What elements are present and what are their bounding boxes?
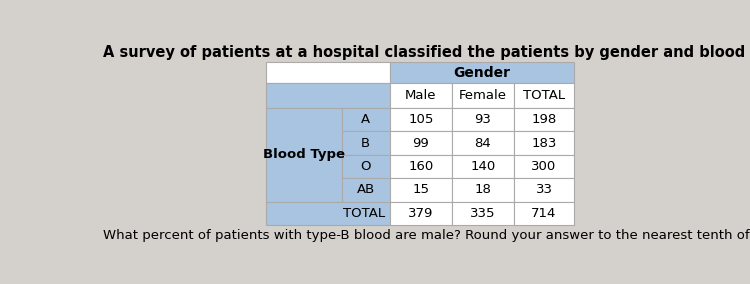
Bar [514,178,574,202]
Bar [452,178,514,202]
Text: 140: 140 [470,160,496,173]
Text: Gender: Gender [454,66,511,80]
Text: A survey of patients at a hospital classified the patients by gender and blood t: A survey of patients at a hospital class… [103,45,750,60]
Text: Blood Type: Blood Type [262,148,345,161]
Bar [452,155,514,178]
Text: 99: 99 [413,137,429,150]
Text: 15: 15 [413,183,429,197]
Bar [266,62,390,83]
Bar [390,108,452,131]
Text: 84: 84 [475,137,491,150]
Bar [390,62,574,83]
Text: 183: 183 [531,137,556,150]
Bar [342,178,390,202]
Bar [390,178,452,202]
Text: Female: Female [459,89,507,102]
Text: 160: 160 [408,160,434,173]
Text: AB: AB [357,183,375,197]
Bar [452,202,514,225]
Text: A: A [362,113,370,126]
Bar [342,108,390,131]
Bar [266,202,390,225]
Text: TOTAL: TOTAL [343,207,386,220]
Bar [390,83,452,108]
Text: 714: 714 [531,207,556,220]
Bar [452,83,514,108]
Bar [390,155,452,178]
Text: What percent of patients with type-B blood are male? Round your answer to the ne: What percent of patients with type-B blo… [103,229,750,242]
Bar [342,131,390,155]
Bar [390,131,452,155]
Bar [514,131,574,155]
Text: 198: 198 [532,113,556,126]
Text: 335: 335 [470,207,496,220]
Text: 105: 105 [408,113,434,126]
Text: 18: 18 [474,183,491,197]
Bar [342,155,390,178]
Text: 93: 93 [474,113,491,126]
Text: 33: 33 [536,183,553,197]
Bar [514,155,574,178]
Text: 379: 379 [408,207,434,220]
Bar [514,202,574,225]
Bar [452,131,514,155]
Bar [266,108,342,202]
Bar [514,83,574,108]
Text: Male: Male [405,89,436,102]
Text: TOTAL: TOTAL [523,89,565,102]
Bar [452,108,514,131]
Text: 300: 300 [532,160,556,173]
Bar [266,83,390,108]
Text: B: B [362,137,370,150]
Bar [514,108,574,131]
Text: O: O [361,160,371,173]
Bar [390,202,452,225]
